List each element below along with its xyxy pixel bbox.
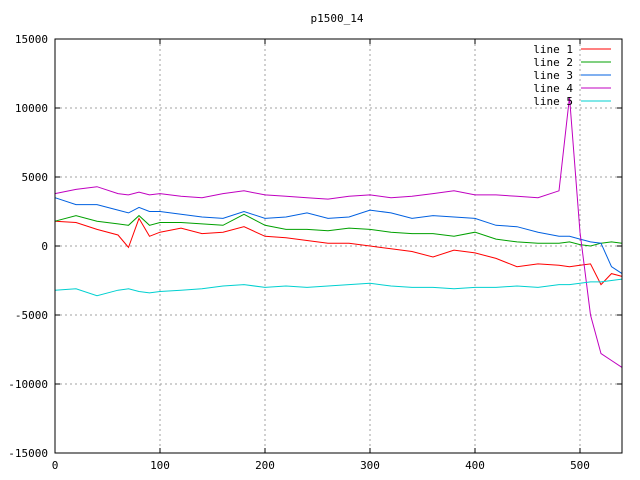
x-tick-label: 500 — [570, 459, 590, 472]
legend-label: line 5 — [533, 95, 573, 108]
legend-label: line 2 — [533, 56, 573, 69]
y-tick-label: -15000 — [8, 447, 48, 460]
x-tick-label: 100 — [150, 459, 170, 472]
x-tick-label: 300 — [360, 459, 380, 472]
y-tick-label: 5000 — [22, 171, 49, 184]
series-group — [54, 96, 623, 368]
y-tick-label: -10000 — [8, 378, 48, 391]
series-line-4-line — [54, 96, 623, 368]
ticks: 0 100 200 300 400 500 -15000 -10000 -5000 0 5000 10… — [8, 33, 622, 472]
chart-title: p1500_14 — [311, 12, 364, 25]
y-tick-label: -5000 — [15, 309, 48, 322]
series-line-1-line — [54, 217, 623, 286]
legend-label: line 1 — [533, 43, 573, 56]
legend-label: line 3 — [533, 69, 573, 82]
series-line-3-line — [54, 197, 623, 275]
series-line-2-line — [54, 213, 623, 247]
legend-label: line 4 — [533, 82, 573, 95]
y-tick-label: 0 — [41, 240, 48, 253]
x-tick-label: 0 — [52, 459, 59, 472]
x-tick-label: 400 — [465, 459, 485, 472]
y-tick-label: 15000 — [15, 33, 48, 46]
x-tick-label: 200 — [255, 459, 275, 472]
y-tick-label: 10000 — [15, 102, 48, 115]
series-line-5-line — [54, 278, 623, 297]
